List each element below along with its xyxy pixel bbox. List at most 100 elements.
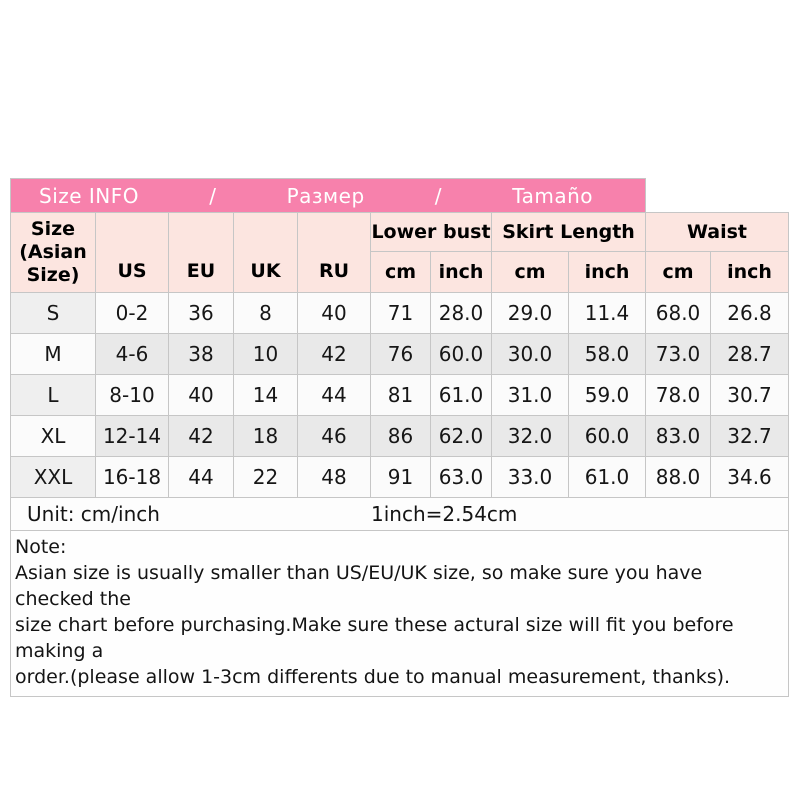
data-cell: 38	[168, 333, 234, 375]
subheader-waist-inch: inch	[710, 251, 790, 293]
data-cell: 86	[370, 415, 431, 457]
col-header-uk: UK	[233, 212, 298, 293]
corner-line: Size	[30, 218, 76, 240]
banner-slash-1: /	[209, 183, 217, 208]
data-cell: 42	[297, 333, 371, 375]
data-cell: 16-18	[95, 456, 169, 498]
data-cell: 32.0	[491, 415, 569, 457]
data-cell: 58.0	[567, 333, 647, 375]
note-line: Asian size is usually smaller than US/EU…	[15, 562, 703, 610]
data-cell: 44	[168, 456, 234, 498]
data-cell: 34.6	[710, 456, 790, 498]
table-row-s: S 0-2 36 8 40 71 28.0 29.0 11.4 68.0 26.…	[10, 292, 790, 334]
data-cell: 28.7	[710, 333, 790, 375]
data-cell: 71	[370, 292, 431, 334]
size-cell: XL	[10, 415, 96, 457]
banner-row: Size INFO / Размер / Tamaño	[9, 178, 789, 213]
data-cell: 10	[233, 333, 298, 375]
data-cell: 60.0	[567, 415, 647, 457]
size-cell: L	[10, 374, 96, 416]
size-cell: S	[10, 292, 96, 334]
note-line: size chart before purchasing.Make sure t…	[15, 614, 734, 662]
subheader-lower-bust-inch: inch	[430, 251, 492, 293]
unit-header-row: cm inch cm inch cm inch	[11, 251, 790, 293]
data-cell: 68.0	[645, 292, 712, 334]
subheader-skirt-inch: inch	[567, 251, 647, 293]
group-header-skirt-length: Skirt Length	[490, 212, 647, 252]
banner-titles: Size INFO / Размер / Tamaño	[12, 183, 645, 208]
data-cell: 63.0	[430, 456, 492, 498]
col-header-ru: RU	[297, 212, 371, 293]
size-cell: M	[10, 333, 96, 375]
unit-footer-cell: Unit: cm/inch 1inch=2.54cm	[9, 497, 790, 531]
subheader-waist-cm: cm	[645, 251, 712, 293]
data-cell: 59.0	[567, 374, 647, 416]
banner-empty-cell	[645, 178, 789, 213]
table-row-l: L 8-10 40 14 44 81 61.0 31.0 59.0 78.0 3…	[10, 374, 790, 416]
data-cell: 60.0	[430, 333, 492, 375]
data-cell: 30.0	[491, 333, 569, 375]
data-cell: 91	[370, 456, 431, 498]
note-row: Note: Asian size is usually smaller than…	[9, 530, 790, 697]
data-cell: 40	[168, 374, 234, 416]
col-header-us: US	[95, 212, 169, 293]
data-cell: 81	[370, 374, 431, 416]
data-cell: 0-2	[95, 292, 169, 334]
unit-footer-content: Unit: cm/inch 1inch=2.54cm	[12, 502, 788, 526]
data-cell: 40	[297, 292, 371, 334]
data-cell: 11.4	[567, 292, 647, 334]
data-cell: 12-14	[95, 415, 169, 457]
corner-line: (Asian	[19, 241, 87, 263]
table-row-xxl: XXL 16-18 44 22 48 91 63.0 33.0 61.0 88.…	[10, 456, 790, 498]
data-cell: 22	[233, 456, 298, 498]
data-cell: 36	[168, 292, 234, 334]
unit-label: Unit: cm/inch	[27, 502, 160, 526]
data-cell: 76	[370, 333, 431, 375]
data-cell: 8-10	[95, 374, 169, 416]
group-header-waist: Waist	[645, 212, 790, 252]
corner-header-size-asian: Size (Asian Size)	[10, 212, 96, 293]
note-cell: Note: Asian size is usually smaller than…	[9, 530, 790, 697]
data-cell: 88.0	[645, 456, 712, 498]
banner-cell: Size INFO / Размер / Tamaño	[9, 178, 647, 213]
data-cell: 30.7	[710, 374, 790, 416]
data-cell: 46	[297, 415, 371, 457]
size-cell: XXL	[10, 456, 96, 498]
data-cell: 8	[233, 292, 298, 334]
size-chart-sheet: Size INFO / Размер / Tamaño Size (Asian …	[9, 178, 790, 697]
data-cell: 73.0	[645, 333, 712, 375]
size-chart-table: Size INFO / Размер / Tamaño Size (Asian …	[9, 178, 790, 697]
data-cell: 48	[297, 456, 371, 498]
banner-title-ru: Размер	[286, 183, 365, 208]
data-cell: 62.0	[430, 415, 492, 457]
col-header-eu: EU	[168, 212, 234, 293]
data-cell: 61.0	[567, 456, 647, 498]
data-cell: 29.0	[491, 292, 569, 334]
unit-footer-row: Unit: cm/inch 1inch=2.54cm	[9, 497, 790, 531]
data-cell: 42	[168, 415, 234, 457]
banner-slash-2: /	[434, 183, 443, 208]
data-cell: 83.0	[645, 415, 712, 457]
data-cell: 31.0	[491, 374, 569, 416]
data-cell: 28.0	[430, 292, 492, 334]
inch-conversion-label: 1inch=2.54cm	[371, 502, 518, 526]
note-line: order.(please allow 1-3cm differents due…	[15, 666, 731, 688]
corner-line: Size)	[26, 264, 80, 286]
data-cell: 44	[297, 374, 371, 416]
subheader-lower-bust-cm: cm	[370, 251, 431, 293]
subheader-skirt-cm: cm	[491, 251, 569, 293]
data-cell: 14	[233, 374, 298, 416]
data-cell: 18	[233, 415, 298, 457]
data-cell: 4-6	[95, 333, 169, 375]
banner-title-en: Size INFO	[39, 183, 140, 208]
data-cell: 78.0	[645, 374, 712, 416]
note-title: Note:	[15, 536, 67, 558]
data-cell: 61.0	[430, 374, 492, 416]
table-row-xl: XL 12-14 42 18 46 86 62.0 32.0 60.0 83.0…	[10, 415, 790, 457]
data-cell: 32.7	[710, 415, 790, 457]
table-row-m: M 4-6 38 10 42 76 60.0 30.0 58.0 73.0 28…	[10, 333, 790, 375]
data-cell: 26.8	[710, 292, 790, 334]
banner-title-es: Tamaño	[512, 183, 594, 208]
group-header-lower-bust: Lower bust	[370, 212, 492, 252]
group-header-row: Size (Asian Size) US EU UK RU Lower bust…	[10, 212, 790, 293]
